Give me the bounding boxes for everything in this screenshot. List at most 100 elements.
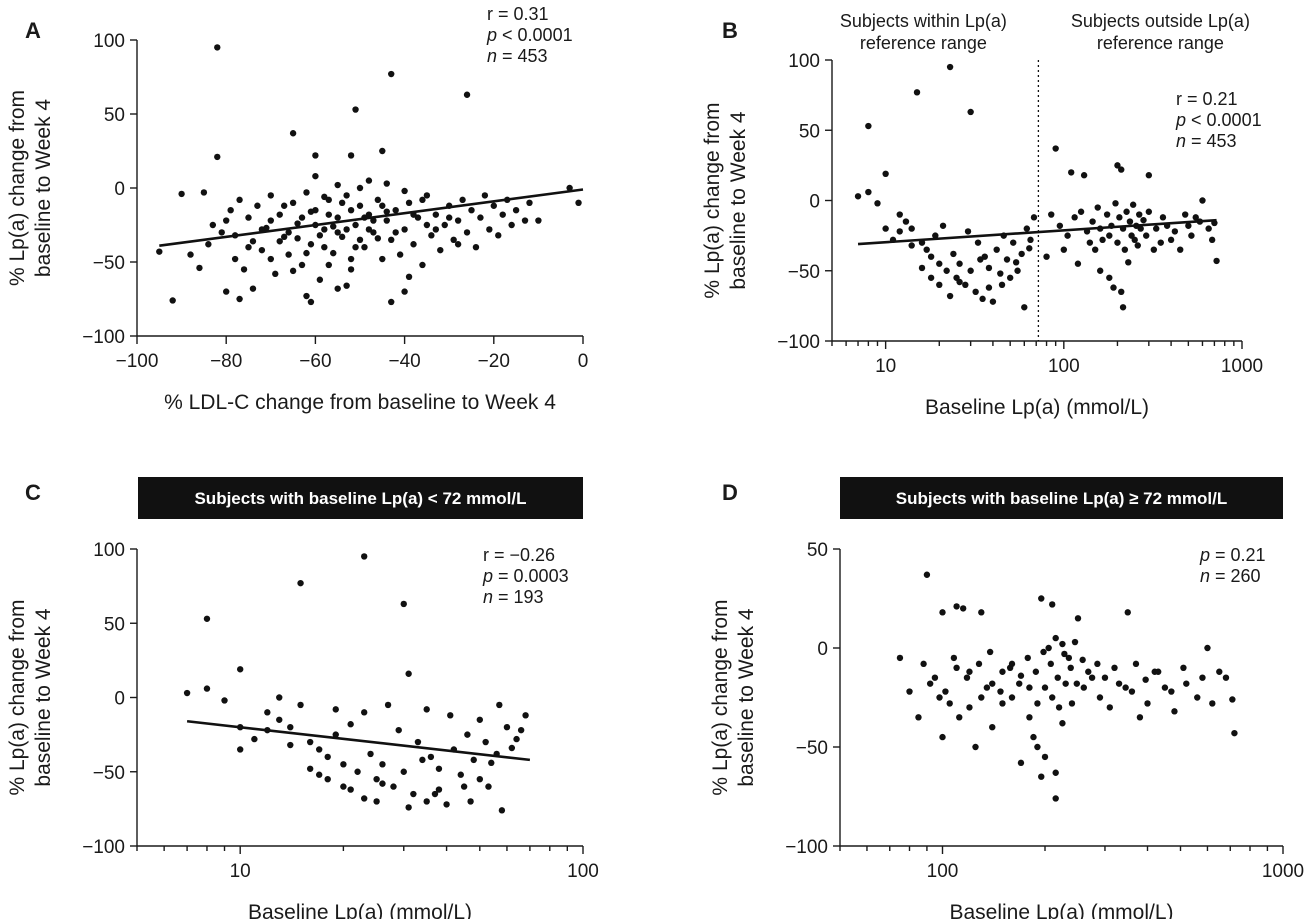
data-point (1144, 700, 1151, 707)
data-point (321, 244, 328, 251)
data-point (214, 153, 221, 161)
data-point (1124, 609, 1131, 616)
data-point (254, 202, 261, 209)
data-point (488, 759, 495, 767)
data-point (472, 244, 480, 251)
data-point (307, 241, 315, 248)
x-tick-label: 1000 (1262, 861, 1304, 882)
data-point (294, 220, 301, 227)
data-point (1099, 236, 1106, 244)
data-point (1106, 274, 1113, 281)
data-point (927, 253, 935, 260)
data-point (1150, 246, 1158, 253)
data-point (1205, 225, 1212, 232)
data-point (1171, 228, 1179, 235)
data-point (383, 217, 390, 224)
x-tick-label: 100 (1048, 356, 1080, 377)
data-point (1080, 684, 1087, 691)
data-point (1154, 668, 1162, 675)
data-point (457, 771, 464, 778)
data-point (1059, 640, 1066, 648)
x-tick-label: 0 (578, 351, 589, 372)
data-point (989, 298, 997, 305)
data-point (1192, 214, 1199, 221)
data-point (324, 753, 331, 761)
data-point (1222, 674, 1230, 681)
data-point (896, 654, 904, 662)
data-point (427, 753, 435, 761)
y-tick-label: −50 (93, 763, 125, 784)
data-point (1052, 634, 1059, 642)
data-point (276, 238, 283, 245)
data-point (209, 221, 217, 229)
data-point (379, 147, 386, 155)
data-point (236, 295, 243, 303)
data-point (312, 152, 319, 159)
data-point (467, 798, 474, 805)
data-point (1145, 172, 1153, 179)
data-point (1056, 222, 1064, 229)
panel-c: C Subjects with baseline Lp(a) < 72 mmol/… (6, 477, 599, 919)
data-point (352, 244, 359, 251)
banner-title: Subjects with baseline Lp(a) < 72 mmol/L (194, 489, 526, 508)
data-point (1034, 700, 1041, 707)
data-point (1121, 246, 1129, 253)
data-point (303, 189, 310, 196)
data-point (1059, 720, 1066, 727)
trend-line (857, 218, 1217, 246)
data-point (942, 688, 949, 695)
data-point (468, 207, 475, 214)
data-point (1185, 222, 1192, 229)
data-point (956, 278, 963, 286)
data-point (431, 790, 439, 798)
data-point (966, 704, 973, 711)
data-point (865, 122, 872, 130)
y-tick-label: 100 (93, 540, 125, 561)
data-point (962, 281, 969, 288)
data-point (998, 281, 1006, 288)
data-point (1052, 145, 1059, 152)
data-point (1074, 260, 1082, 267)
data-point (432, 211, 440, 218)
data-point (1088, 674, 1096, 681)
data-point (1074, 615, 1082, 622)
data-point (1034, 743, 1041, 751)
data-point (338, 199, 346, 206)
data-point (312, 172, 319, 180)
data-point (384, 701, 392, 709)
data-point (1110, 284, 1117, 291)
data-point (400, 600, 407, 608)
data-point (321, 226, 328, 233)
data-point (236, 746, 244, 753)
data-point (496, 701, 503, 709)
data-point (360, 795, 368, 802)
data-point (280, 202, 288, 209)
data-point (1153, 225, 1160, 232)
data-point (1024, 654, 1031, 662)
data-point (882, 170, 889, 178)
data-point (1180, 664, 1187, 671)
data-point (423, 798, 430, 805)
data-point (512, 207, 520, 214)
data-point (294, 235, 301, 242)
data-point (236, 196, 243, 204)
data-point (476, 716, 484, 723)
y-tick-label: −100 (777, 332, 820, 353)
y-tick-label: 100 (788, 51, 820, 72)
x-tick-label: 1000 (1221, 356, 1263, 377)
data-point (956, 260, 963, 267)
data-point (330, 223, 337, 230)
panel-a: A −100 −50 0 50 100 −100 −80 −60 −40 −20 0 % LDL-C c… (6, 4, 588, 414)
y-axis-title-line: baseline to Week 4 (735, 608, 758, 787)
data-point (508, 744, 516, 752)
data-point (352, 106, 359, 113)
data-point (1229, 696, 1236, 703)
data-point (972, 743, 979, 751)
data-point (1128, 232, 1135, 239)
data-point (908, 225, 915, 232)
data-point (1111, 664, 1118, 671)
data-point (460, 783, 468, 790)
data-point (245, 244, 252, 251)
data-point (1062, 680, 1069, 687)
x-tick-label: 10 (875, 356, 896, 377)
